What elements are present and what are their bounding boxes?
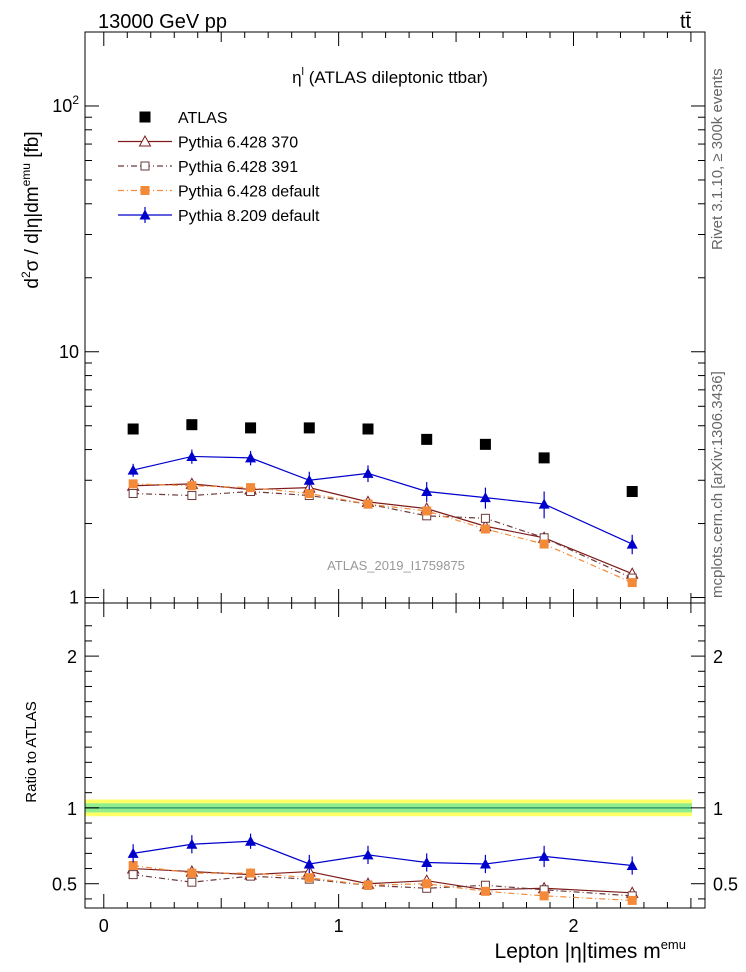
main-point-atlas (245, 422, 257, 434)
x-tick-label: 1 (334, 916, 344, 936)
main-y-axis-label: d2σ / d|η|dmemu [fb] (19, 131, 43, 288)
ratio-y-axis-label: Ratio to ATLAS (23, 701, 40, 802)
main-title: ηl (ATLAS dileptonic ttbar) (292, 66, 488, 87)
main-point-pythia-6-428-391 (128, 489, 138, 499)
main-point-atlas (362, 423, 374, 435)
ratio-point-pythia-6-428-default (480, 886, 490, 896)
ratio-y-tick-label: 1 (67, 799, 77, 819)
ratio-series-line-pythia-6-428-370 (133, 867, 633, 894)
legend: ATLAS Pythia 6.428 370 Pythia 6.428 391 Pyt… (118, 110, 320, 225)
main-y-tick-label: 10 (59, 342, 79, 362)
main-panel: 1 10 102 (52, 31, 706, 608)
ratio-point-pythia-6-428-default (304, 873, 314, 883)
watermark: ATLAS_2019_I1759875 (327, 558, 465, 573)
legend-marker-pythia-6-428-default (140, 186, 150, 195)
ratio-point-pythia-8-209-default (421, 856, 433, 867)
main-point-pythia-8-209-default (362, 467, 374, 478)
ratio-point-pythia-6-428-default (422, 879, 432, 889)
main-point-atlas (626, 486, 638, 498)
main-point-pythia-6-428-391 (187, 491, 197, 501)
process-label: tt̄ (680, 11, 692, 33)
x-tick-label: 0 (99, 916, 109, 936)
main-point-pythia-6-428-default (363, 499, 373, 509)
main-point-pythia-8-209-default (538, 498, 550, 509)
main-point-pythia-6-428-default (539, 539, 549, 549)
main-y-tick-label-exponent: 2 (72, 93, 79, 107)
main-point-atlas (479, 438, 491, 450)
main-point-pythia-6-428-default (246, 483, 256, 493)
ratio-point-pythia-6-428-391 (128, 870, 138, 880)
ratio-y-tick-label-right: 1 (713, 799, 723, 819)
legend-label-pythia-6-428-391: Pythia 6.428 391 (178, 159, 298, 176)
legend-marker-pythia-8-209-default (139, 209, 151, 220)
ratio-point-pythia-6-428-391 (187, 877, 197, 887)
ratio-point-pythia-8-209-default (303, 858, 315, 869)
ratio-series-line-pythia-8-209-default (133, 840, 633, 867)
main-point-pythia-6-428-default (480, 524, 490, 534)
legend-label-atlas: ATLAS (178, 110, 228, 127)
main-point-atlas (421, 433, 433, 445)
main-point-pythia-6-428-default (128, 479, 138, 489)
ratio-y-tick-label: 0.5 (52, 875, 77, 895)
ratio-panel: 0.5 0.5 1 1 2 2 0 1 2 (52, 602, 738, 936)
main-point-pythia-6-428-default (627, 578, 637, 588)
ratio-point-pythia-8-209-default (626, 860, 638, 871)
main-point-pythia-8-209-default (186, 450, 198, 461)
main-series-line-pythia-8-209-default (133, 455, 633, 545)
main-y-tick-label: 1 (69, 588, 79, 608)
ratio-point-pythia-8-209-default (538, 850, 550, 861)
main-point-pythia-8-209-default (626, 538, 638, 549)
ratio-point-pythia-6-428-default (246, 868, 256, 878)
main-point-pythia-8-209-default (421, 486, 433, 497)
ratio-point-pythia-6-428-default (539, 891, 549, 901)
mcplots-label: mcplots.cern.ch [arXiv:1306.3436] (709, 371, 726, 598)
rivet-label: Rivet 3.1.10, ≥ 300k events (709, 68, 726, 250)
ratio-point-pythia-6-428-default (363, 880, 373, 890)
legend-marker-pythia-6-428-391 (140, 161, 150, 171)
ratio-point-pythia-8-209-default (479, 858, 491, 869)
legend-label-pythia-6-428-370: Pythia 6.428 370 (178, 135, 298, 152)
x-tick-label: 2 (568, 916, 578, 936)
ratio-y-tick-label-right: 2 (713, 647, 723, 667)
ratio-point-pythia-8-209-default (127, 847, 139, 858)
ratio-y-tick-label: 2 (67, 647, 77, 667)
ratio-point-pythia-6-428-default (627, 895, 637, 905)
ratio-point-pythia-6-428-default (128, 861, 138, 871)
main-point-pythia-8-209-default (127, 464, 139, 475)
ratio-point-pythia-8-209-default (362, 849, 374, 860)
main-point-pythia-8-209-default (303, 474, 315, 485)
main-point-atlas (538, 452, 550, 464)
ratio-point-pythia-6-428-default (187, 868, 197, 878)
main-point-atlas (303, 422, 315, 434)
legend-marker-pythia-6-428-370 (138, 134, 152, 147)
legend-label-pythia-6-428-default: Pythia 6.428 default (178, 184, 320, 201)
x-axis-label: Lepton |η|times memu (495, 937, 686, 963)
energy-label: 13000 GeV pp (98, 11, 227, 33)
main-point-pythia-8-209-default (245, 452, 257, 463)
main-point-pythia-6-428-default (304, 489, 314, 499)
ratio-point-pythia-8-209-default (186, 838, 198, 849)
legend-label-pythia-8-209-default: Pythia 8.209 default (178, 208, 320, 225)
main-point-pythia-6-428-391 (480, 513, 490, 523)
main-point-atlas (186, 419, 198, 431)
main-point-pythia-6-428-default (187, 481, 197, 491)
main-point-pythia-8-209-default (479, 492, 491, 503)
ratio-point-pythia-8-209-default (245, 835, 257, 846)
main-y-tick-label: 102 (52, 93, 79, 116)
ratio-frame (84, 602, 706, 909)
main-point-atlas (127, 423, 139, 435)
main-point-pythia-6-428-default (422, 506, 432, 516)
ratio-y-tick-label-right: 0.5 (713, 875, 738, 895)
legend-marker-atlas (139, 111, 151, 123)
